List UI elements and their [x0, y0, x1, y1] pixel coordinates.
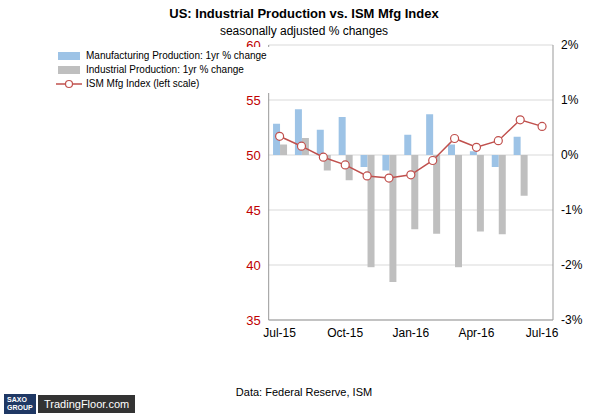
html-text:TradingFloor.com: TradingFloor.com [44, 398, 130, 410]
svg-text:-2%: -2% [561, 258, 583, 272]
svg-text:40: 40 [246, 258, 260, 273]
svg-text:0%: 0% [561, 148, 579, 162]
svg-text:-1%: -1% [561, 203, 583, 217]
svg-text:1%: 1% [561, 93, 579, 107]
html-text:SAXO GROUP: SAXO GROUP [7, 396, 33, 411]
html-text:Industrial Production: 1yr % c: Industrial Production: 1yr % change [86, 64, 244, 75]
svg-text:60: 60 [246, 38, 260, 53]
svg-text:Jul-16: Jul-16 [526, 326, 559, 340]
svg-text:-3%: -3% [561, 313, 583, 327]
html-text:US: Industrial Production vs.: US: Industrial Production vs. ISM Mfg In… [169, 6, 439, 21]
html-text:Data: Federal Reserve, ISM: Data: Federal Reserve, ISM [235, 386, 373, 398]
html-text:seasonally adjusted % changes: seasonally adjusted % changes [219, 24, 389, 38]
svg-text:35: 35 [246, 313, 260, 328]
svg-text:45: 45 [246, 203, 260, 218]
html-text:ISM Mfg Index (left scale): ISM Mfg Index (left scale) [86, 78, 200, 89]
svg-text:50: 50 [246, 148, 260, 163]
svg-text:Apr-16: Apr-16 [458, 326, 494, 340]
svg-text:Jul-15: Jul-15 [263, 326, 296, 340]
svg-text:2%: 2% [561, 38, 579, 52]
svg-text:Oct-15: Oct-15 [327, 326, 363, 340]
svg-text:55: 55 [246, 93, 260, 108]
svg-text:Jan-16: Jan-16 [392, 326, 429, 340]
html-text:Manufacturing Production: 1yr: Manufacturing Production: 1yr % change [86, 50, 267, 61]
